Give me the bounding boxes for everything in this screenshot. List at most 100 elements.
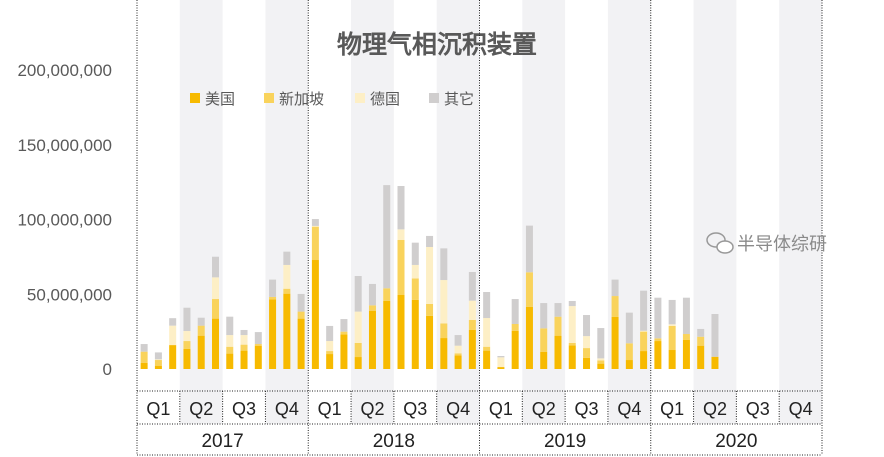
quarter-label: Q3 xyxy=(232,399,256,419)
bar-segment-3 xyxy=(511,299,519,325)
bar-segment-1 xyxy=(682,334,690,340)
bar-segment-2 xyxy=(440,280,448,324)
bar-segment-1 xyxy=(211,299,219,319)
bar-segment-3 xyxy=(454,335,462,346)
bar-segment-3 xyxy=(554,303,562,317)
bar-segment-1 xyxy=(483,346,491,351)
year-label: 2017 xyxy=(201,431,243,452)
bar-segment-0 xyxy=(497,367,505,369)
bar-segment-3 xyxy=(354,276,362,312)
bar-segment-2 xyxy=(583,336,591,349)
bar-segment-3 xyxy=(254,332,262,345)
bar-segment-0 xyxy=(397,294,405,369)
bar-segment-0 xyxy=(668,350,676,369)
bar-segment-2 xyxy=(183,331,191,342)
legend-label: 美国 xyxy=(205,90,235,108)
year-label: 2019 xyxy=(544,431,586,452)
bar-segment-3 xyxy=(226,316,234,336)
bar-segment-2 xyxy=(568,306,576,343)
bar-segment-1 xyxy=(440,323,448,339)
bar-segment-1 xyxy=(140,351,148,363)
bar-segment-0 xyxy=(183,348,191,369)
bar-segment-0 xyxy=(269,299,277,369)
y-tick-label: 100,000,000 xyxy=(17,211,112,230)
year-label: 2020 xyxy=(715,431,757,452)
bar-segment-1 xyxy=(226,346,234,354)
bar-segment-3 xyxy=(140,344,148,352)
y-tick-label: 200,000,000 xyxy=(17,61,112,80)
bar-segment-3 xyxy=(326,325,334,342)
bar-segment-2 xyxy=(640,330,648,332)
bar-segment-1 xyxy=(283,288,291,294)
bar-segment-0 xyxy=(711,356,719,369)
bar-segment-1 xyxy=(240,344,248,351)
bar-segment-3 xyxy=(340,319,348,332)
bar-segment-1 xyxy=(154,360,162,367)
bar-segment-0 xyxy=(240,350,248,369)
bar-segment-3 xyxy=(426,235,434,248)
quarter-label: Q3 xyxy=(575,399,599,419)
bar-segment-0 xyxy=(226,353,234,369)
bar-segment-1 xyxy=(597,360,605,364)
bar-segment-2 xyxy=(397,229,405,240)
bar-segment-3 xyxy=(368,283,376,306)
bar-segment-0 xyxy=(140,362,148,369)
bar-segment-0 xyxy=(483,350,491,369)
bar-segment-0 xyxy=(568,345,576,369)
bar-segment-0 xyxy=(625,360,633,369)
bar-segment-2 xyxy=(426,247,434,304)
y-tick-label: 150,000,000 xyxy=(17,136,112,155)
bar-segment-0 xyxy=(454,355,462,369)
chart-title: 物理气相沉积装置 xyxy=(337,30,537,59)
bar-segment-0 xyxy=(254,345,262,369)
quarter-label: Q2 xyxy=(189,399,213,419)
bar-segment-0 xyxy=(154,366,162,369)
bar-segment-0 xyxy=(597,363,605,369)
legend-label: 其它 xyxy=(444,90,474,108)
bar-segment-3 xyxy=(597,328,605,359)
quarter-band xyxy=(779,0,822,424)
bar-segment-0 xyxy=(468,329,476,369)
bar-segment-0 xyxy=(654,341,662,369)
bar-segment-3 xyxy=(297,293,305,312)
bar-segment-1 xyxy=(554,316,562,336)
bar-segment-1 xyxy=(697,336,705,346)
bar-segment-3 xyxy=(611,279,619,297)
quarter-label: Q1 xyxy=(318,399,342,419)
bar-segment-0 xyxy=(525,306,533,369)
bar-segment-2 xyxy=(283,264,291,289)
bar-segment-0 xyxy=(354,357,362,369)
bar-segment-1 xyxy=(383,288,391,301)
quarter-label: Q1 xyxy=(660,399,684,419)
bar-segment-1 xyxy=(426,303,434,316)
bar-segment-0 xyxy=(440,338,448,369)
bar-segment-1 xyxy=(297,311,305,319)
bar-segment-0 xyxy=(640,351,648,369)
quarter-label: Q4 xyxy=(617,399,641,419)
bar-segment-2 xyxy=(326,341,334,352)
bar-segment-1 xyxy=(640,331,648,352)
bar-segment-3 xyxy=(169,318,177,326)
bar-segment-3 xyxy=(411,242,419,265)
bar-segment-1 xyxy=(254,344,262,346)
bar-segment-1 xyxy=(326,351,334,355)
year-label: 2018 xyxy=(373,431,415,452)
legend-label: 新加坡 xyxy=(279,90,324,108)
bar-segment-1 xyxy=(197,325,205,336)
bar-segment-3 xyxy=(269,279,277,297)
bar-segment-3 xyxy=(625,312,633,344)
bar-segment-3 xyxy=(240,329,248,336)
bar-segment-3 xyxy=(525,225,533,273)
bar-segment-1 xyxy=(540,328,548,352)
bar-segment-1 xyxy=(611,296,619,317)
bar-segment-0 xyxy=(326,354,334,369)
bar-segment-0 xyxy=(211,318,219,369)
bar-segment-0 xyxy=(411,299,419,369)
bar-segment-1 xyxy=(368,305,376,311)
bar-segment-1 xyxy=(583,348,591,358)
quarter-label: Q1 xyxy=(146,399,170,419)
bar-segment-3 xyxy=(383,185,391,289)
bar-segment-0 xyxy=(311,260,319,369)
bar-segment-3 xyxy=(711,313,719,357)
